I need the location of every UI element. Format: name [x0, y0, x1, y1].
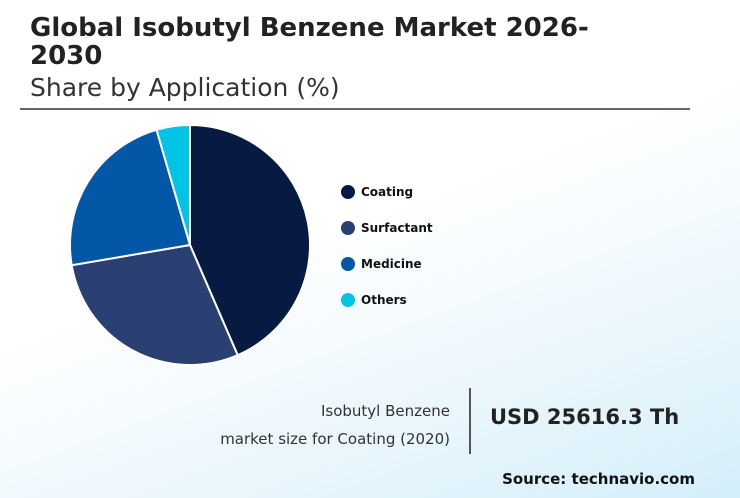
source-credit: Source: technavio.com	[502, 470, 695, 488]
legend-label: Surfactant	[361, 221, 433, 235]
legend-item: Surfactant	[341, 210, 433, 246]
legend-item: Medicine	[341, 246, 433, 282]
legend-label: Medicine	[361, 257, 422, 271]
market-size-description: Isobutyl Benzene market size for Coating…	[220, 397, 450, 453]
legend-label: Others	[361, 293, 407, 307]
pie-slice-others	[155, 123, 191, 246]
legend-swatch	[341, 257, 355, 271]
desc-line-1: Isobutyl Benzene	[320, 402, 450, 420]
chart-title: Global Isobutyl Benzene Market 2026-2030	[30, 13, 589, 71]
legend-swatch	[341, 221, 355, 235]
pie-slice-coating	[189, 123, 311, 357]
pie-slice-medicine	[69, 128, 192, 267]
legend-swatch	[341, 185, 355, 199]
desc-line-2: market size for Coating (2020)	[220, 430, 450, 448]
footer-divider	[469, 388, 471, 454]
divider	[20, 108, 690, 110]
pie-slice-surfactant	[70, 243, 239, 366]
legend-label: Coating	[361, 185, 414, 199]
legend-swatch	[341, 293, 355, 307]
legend: Coating Surfactant Medicine Others	[341, 174, 433, 318]
market-size-value: USD 25616.3 Th	[490, 405, 680, 429]
legend-item: Others	[341, 282, 433, 318]
legend-item: Coating	[341, 174, 433, 210]
chart-subtitle: Share by Application (%)	[30, 73, 340, 102]
